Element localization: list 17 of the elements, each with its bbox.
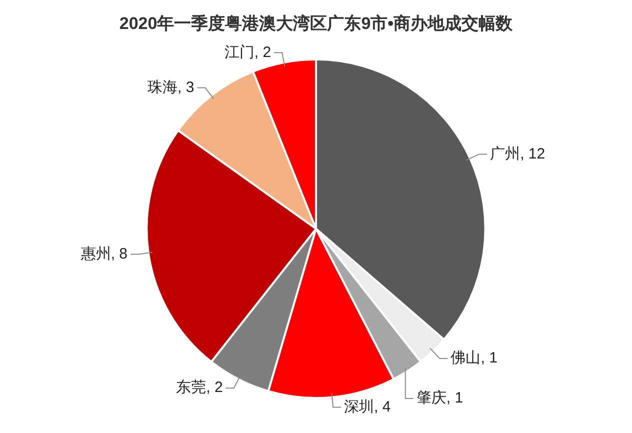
data-label: , 4 [374, 398, 391, 416]
chart-title: 2020年一季度粤港澳大湾区广东9市•商办地成交幅数 [119, 14, 514, 33]
slice-label: 肇庆 [416, 390, 446, 407]
data-label: , 8 [110, 245, 128, 262]
slice-label: 佛山 [450, 350, 481, 367]
slice-label: 珠海 [147, 78, 178, 96]
slice-label: 深圳 [344, 398, 374, 416]
data-label: , 1 [480, 350, 498, 367]
slice-label: 东莞 [176, 379, 206, 396]
data-label: , 1 [446, 390, 464, 407]
data-label: , 2 [206, 379, 223, 396]
slice-label: 广州 [490, 145, 520, 162]
data-label: , 12 [520, 145, 546, 162]
slice-label: 惠州 [80, 245, 111, 262]
data-label: , 2 [254, 44, 272, 61]
slice-label: 江门 [224, 44, 254, 61]
data-label: , 3 [177, 78, 194, 96]
